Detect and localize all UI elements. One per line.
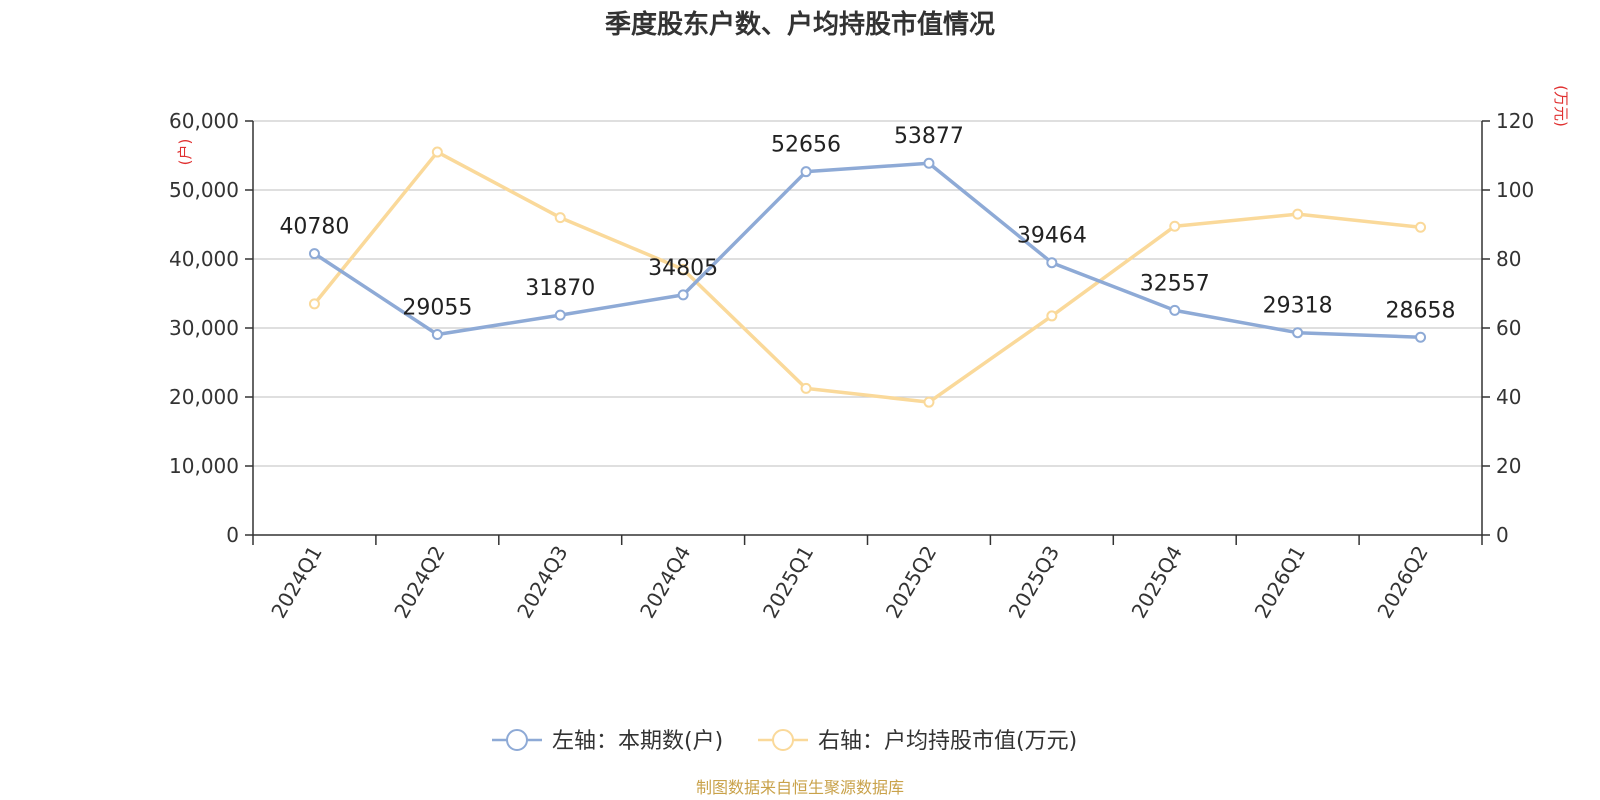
left-tick-label: 30,000 [169, 316, 239, 340]
data-point-right [308, 298, 320, 310]
left-tick-label: 60,000 [169, 109, 239, 133]
left-tick-label: 20,000 [169, 385, 239, 409]
left-tick-label: 0 [226, 523, 239, 547]
grid-lines [253, 120, 1482, 467]
data-point-right [431, 146, 443, 158]
right-axis-unit: (万元) [1552, 85, 1570, 127]
data-point-left [800, 166, 812, 178]
x-tick-label: 2025Q1 [758, 542, 818, 623]
data-point-right [1292, 208, 1304, 220]
right-tick-label: 0 [1496, 523, 1509, 547]
left-tick-label: 40,000 [169, 247, 239, 271]
data-point-left [1292, 327, 1304, 339]
data-label: 29318 [1263, 294, 1333, 319]
left-tick-label: 10,000 [169, 454, 239, 478]
right-tick-label: 100 [1496, 178, 1534, 202]
x-tick-label: 2024Q4 [635, 542, 695, 623]
data-label: 32557 [1140, 271, 1210, 296]
data-point-left [923, 157, 935, 169]
x-tick-label: 2025Q2 [881, 542, 941, 623]
data-point-left [554, 309, 566, 321]
axes [245, 120, 1490, 545]
legend: 左轴：本期数(户) 右轴：户均持股市值(万元) [492, 729, 1077, 754]
data-label: 52656 [771, 133, 841, 158]
x-tick-label: 2024Q1 [266, 542, 326, 623]
left-tick-label: 50,000 [169, 178, 239, 202]
data-point-right [1415, 221, 1427, 233]
right-tick-label: 40 [1496, 385, 1521, 409]
x-axis-ticks: 2024Q1 2024Q2 2024Q3 2024Q4 2025Q1 2025Q2 2025… [266, 542, 1433, 623]
right-axis-ticks: 0 20 40 60 80 100 120 [1496, 109, 1534, 547]
legend-item-right-series[interactable]: 右轴：户均持股市值(万元) [758, 729, 1077, 754]
data-label: 40780 [279, 215, 349, 240]
source-note: 制图数据来自恒生聚源数据库 [696, 778, 904, 797]
right-tick-label: 60 [1496, 316, 1521, 340]
right-tick-label: 80 [1496, 247, 1521, 271]
data-label: 31870 [525, 276, 595, 301]
data-point-right [923, 396, 935, 408]
data-point-left [431, 329, 443, 341]
series-layer [308, 146, 1427, 408]
data-label: 39464 [1017, 224, 1087, 249]
data-point-right [677, 263, 689, 275]
x-tick-label: 2026Q1 [1250, 542, 1310, 623]
data-point-right [1046, 310, 1058, 322]
data-label: 34805 [648, 256, 718, 281]
x-tick-label: 2024Q3 [512, 542, 572, 623]
right-tick-label: 120 [1496, 109, 1534, 133]
left-axis-ticks: 0 10,000 20,000 30,000 40,000 50,000 60,000 [169, 109, 239, 547]
x-tick-label: 2026Q2 [1372, 542, 1432, 623]
data-point-left [1046, 257, 1058, 269]
data-point-left [1415, 331, 1427, 343]
legend-label-right-series: 右轴：户均持股市值(万元) [818, 729, 1077, 754]
right-tick-label: 20 [1496, 454, 1521, 478]
data-point-left [308, 248, 320, 260]
data-point-left [1169, 304, 1181, 316]
left-axis-unit: (户) [176, 139, 194, 166]
data-point-right [1169, 220, 1181, 232]
x-tick-label: 2024Q2 [389, 542, 449, 623]
legend-item-left-series[interactable]: 左轴：本期数(户) [492, 729, 723, 754]
data-label: 28658 [1386, 298, 1456, 323]
x-tick-label: 2025Q3 [1004, 542, 1064, 623]
data-label: 53877 [894, 124, 964, 149]
data-point-right [554, 212, 566, 224]
legend-marker-circle [772, 729, 794, 751]
chart-title: 季度股东户数、户均持股市值情况 [605, 9, 995, 40]
data-labels: 40780 29055 31870 34805 52656 53877 39464 32557… [279, 124, 1455, 323]
legend-marker-circle [506, 729, 528, 751]
legend-label-left-series: 左轴：本期数(户) [552, 729, 723, 754]
series-line-left [313, 161, 1421, 340]
data-label: 29055 [402, 296, 472, 321]
data-point-right [800, 382, 812, 394]
x-tick-label: 2025Q4 [1127, 542, 1187, 623]
data-point-left [677, 289, 689, 301]
series-line-right [313, 150, 1421, 404]
